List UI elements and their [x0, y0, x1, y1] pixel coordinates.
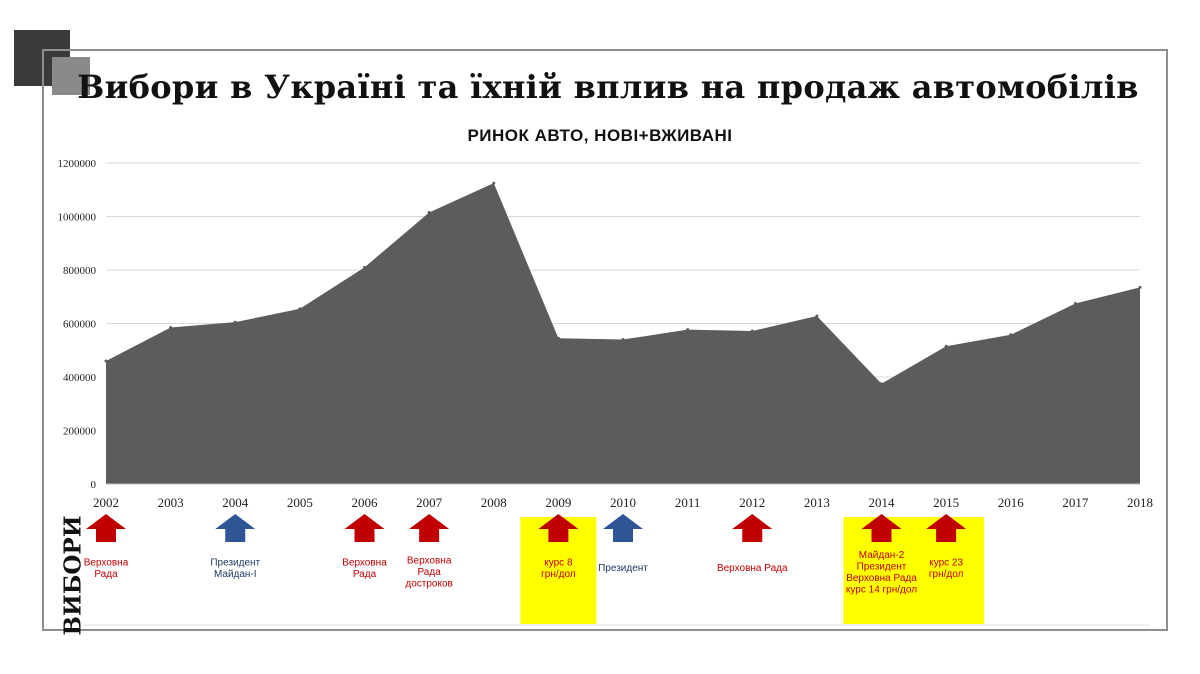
election-label: Президент Майдан-I	[210, 557, 260, 580]
y-tick-label: 1000000	[58, 212, 97, 224]
election-label-line: Майдан-I	[214, 569, 257, 580]
data-point	[880, 382, 883, 386]
data-point	[363, 265, 366, 269]
data-point	[944, 344, 948, 348]
data-point	[1138, 285, 1142, 289]
data-point	[1009, 333, 1013, 337]
election-label-line: Президент	[598, 563, 648, 574]
election-label: Верховна Рада достроков	[405, 556, 452, 590]
election-arrow-icon	[86, 514, 126, 542]
election-label-line: Рада	[353, 569, 377, 580]
chart-title: РИНОК АВТО, НОВІ+ВЖИВАНІ	[467, 126, 733, 145]
election-label-line: Верховна	[84, 557, 129, 568]
highlight-box	[843, 517, 985, 624]
election-label-line: грн/дол	[541, 569, 576, 580]
election-arrow-icon	[732, 514, 773, 542]
data-point	[492, 181, 496, 185]
data-point	[621, 338, 625, 342]
election-label: Верховна Рада	[717, 563, 788, 574]
election-arrow-icon	[409, 514, 450, 542]
election-label: курс 8 грн/дол	[541, 557, 576, 580]
x-tick-label: 2013	[804, 495, 830, 510]
y-tick-label: 600000	[63, 319, 97, 331]
x-tick-label: 2002	[93, 495, 119, 510]
page-title: Вибори в Україні та їхній вплив на прода…	[77, 68, 1139, 106]
x-tick-label: 2006	[352, 495, 379, 510]
data-point	[750, 329, 754, 333]
election-label-line: курс 8	[544, 557, 573, 568]
y-tick-label: 200000	[63, 426, 97, 438]
slide-frame	[42, 49, 1168, 631]
election-label: курс 23 грн/дол	[929, 557, 964, 580]
x-tick-label: 2004	[222, 495, 249, 510]
elections-axis-label: ВИБОРИ	[38, 515, 108, 635]
election-arrow-icon	[861, 514, 902, 542]
election-label: Майдан-2 Президент Верховна Рада курс 14 гр…	[846, 550, 917, 596]
x-tick-label: 2017	[1062, 495, 1089, 510]
data-point	[427, 210, 431, 214]
election-label-line: Верховна	[342, 557, 387, 568]
x-tick-label: 2010	[610, 495, 636, 510]
data-point	[686, 328, 690, 332]
election-arrow-icon	[344, 514, 385, 542]
election-label-line: достроков	[405, 579, 452, 590]
election-arrow-icon	[603, 514, 643, 542]
x-tick-label: 2007	[416, 495, 443, 510]
election-label-line: курс 23	[929, 557, 963, 568]
election-label-line: Президент	[210, 557, 260, 568]
election-label-line: Верховна Рада	[717, 563, 788, 574]
election-label-line: Президент	[857, 561, 907, 572]
data-point	[233, 320, 237, 324]
election-arrow-icon	[926, 514, 967, 542]
x-tick-label: 2009	[545, 495, 571, 510]
election-label-line: Рада	[417, 567, 441, 578]
y-tick-label: 400000	[63, 372, 97, 384]
election-label-line: Верховна Рада	[846, 573, 917, 584]
elections-label-text: ВИБОРИ	[59, 515, 87, 635]
data-point	[104, 359, 108, 363]
data-point	[556, 336, 560, 340]
x-tick-label: 2011	[675, 495, 701, 510]
data-point	[298, 307, 302, 311]
election-label-line: Майдан-2	[859, 550, 905, 561]
data-point	[169, 326, 173, 330]
x-tick-label: 2005	[287, 495, 313, 510]
x-tick-label: 2014	[869, 495, 896, 510]
x-tick-label: 2012	[739, 495, 765, 510]
x-tick-label: 2016	[998, 495, 1025, 510]
x-tick-label: 2015	[933, 495, 959, 510]
x-tick-label: 2018	[1127, 495, 1153, 510]
x-tick-label: 2008	[481, 495, 507, 510]
election-label: Верховна Рада	[342, 557, 387, 580]
election-label-line: Верховна	[407, 556, 452, 567]
decor-light-square	[52, 57, 90, 95]
election-arrow-icon	[538, 514, 579, 542]
area-series	[106, 183, 1140, 484]
election-label-line: курс 14 грн/дол	[846, 584, 917, 595]
election-arrow-icon	[215, 514, 256, 542]
election-label-line: грн/дол	[929, 569, 964, 580]
x-tick-label: 2003	[158, 495, 184, 510]
y-tick-label: 1200000	[58, 158, 97, 170]
election-label-line: Рада	[94, 569, 118, 580]
election-label: Президент	[598, 563, 648, 574]
election-label: Верховна Рада	[84, 557, 129, 580]
data-point	[1073, 301, 1077, 305]
data-point	[815, 314, 819, 318]
y-tick-label: 800000	[63, 265, 97, 277]
y-tick-label: 0	[91, 479, 97, 491]
